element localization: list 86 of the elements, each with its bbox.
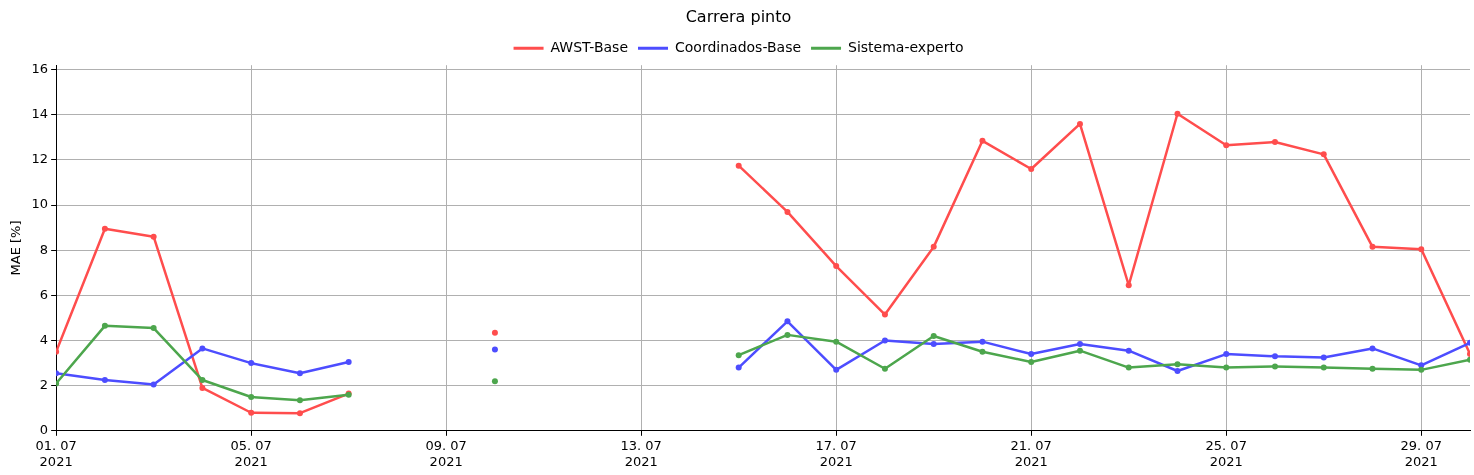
- point: [150, 381, 157, 388]
- point: [101, 322, 108, 329]
- point: [1418, 362, 1425, 369]
- point: [1223, 351, 1230, 358]
- point: [199, 384, 206, 391]
- point: [345, 358, 352, 365]
- point: [491, 378, 498, 385]
- point: [101, 377, 108, 384]
- point: [1418, 246, 1425, 253]
- point: [735, 162, 742, 169]
- point: [979, 338, 986, 345]
- point: [1125, 364, 1132, 371]
- legend-label: AWST-Base: [550, 38, 629, 55]
- y-tick-label: 12: [31, 151, 49, 167]
- point: [296, 410, 303, 417]
- point: [1369, 365, 1376, 372]
- point: [930, 340, 937, 347]
- x-tick-label: 21. 07 2021: [1010, 437, 1052, 469]
- y-tick-label: 4: [39, 331, 49, 347]
- point: [1028, 351, 1035, 358]
- point: [1125, 282, 1132, 289]
- point: [735, 364, 742, 371]
- point: [833, 366, 840, 373]
- point: [930, 333, 937, 340]
- point: [296, 397, 303, 404]
- point: [881, 311, 888, 318]
- point: [199, 345, 206, 352]
- point: [248, 393, 255, 400]
- legend-label: Sistema-experto: [848, 38, 964, 55]
- point: [1271, 353, 1278, 360]
- point: [1320, 354, 1327, 361]
- point: [1076, 340, 1083, 347]
- x-tick-label: 09. 07 2021: [425, 437, 467, 469]
- point: [881, 337, 888, 344]
- y-tick-label: 10: [31, 196, 49, 212]
- point: [150, 325, 157, 332]
- point: [1076, 347, 1083, 354]
- point: [1271, 138, 1278, 145]
- point: [248, 360, 255, 367]
- point: [1223, 364, 1230, 371]
- point: [1174, 110, 1181, 117]
- point: [1076, 120, 1083, 127]
- point: [784, 318, 791, 325]
- point: [784, 208, 791, 215]
- point: [833, 338, 840, 345]
- chart-title: Carrera pinto: [685, 6, 792, 26]
- point: [881, 365, 888, 372]
- y-axis-title: MAE [%]: [8, 220, 24, 276]
- point: [1320, 151, 1327, 158]
- point: [1174, 368, 1181, 374]
- y-tick-label: 0: [39, 422, 49, 438]
- point: [1320, 364, 1327, 371]
- y-tick-label: 2: [39, 377, 49, 393]
- point: [930, 243, 937, 250]
- point: [1028, 358, 1035, 365]
- point: [491, 329, 498, 336]
- point: [248, 409, 255, 416]
- point: [1418, 366, 1425, 373]
- x-tick-label: 29. 07 2021: [1400, 437, 1442, 469]
- point: [979, 137, 986, 144]
- point: [150, 233, 157, 240]
- point: [833, 263, 840, 270]
- point: [1174, 361, 1181, 368]
- point: [784, 331, 791, 338]
- legend-label: Coordinados-Base: [675, 38, 802, 55]
- y-tick-label: 16: [31, 61, 49, 77]
- point: [1369, 345, 1376, 352]
- x-tick-label: 05. 07 2021: [230, 437, 272, 469]
- point: [735, 352, 742, 359]
- x-tick-label: 17. 07 2021: [815, 437, 857, 469]
- point: [1369, 243, 1376, 250]
- point: [979, 348, 986, 355]
- point: [1271, 363, 1278, 370]
- x-tick-label: 01. 07 2021: [35, 437, 77, 469]
- point: [491, 346, 498, 353]
- x-tick-label: 13. 07 2021: [620, 437, 662, 469]
- point: [199, 377, 206, 384]
- y-tick-label: 6: [39, 286, 49, 302]
- point: [101, 225, 108, 232]
- point: [296, 370, 303, 377]
- point: [1028, 166, 1035, 173]
- point: [1125, 347, 1132, 354]
- x-tick-label: 25. 07 2021: [1205, 437, 1247, 469]
- y-tick-label: 14: [31, 106, 49, 122]
- y-tick-label: 8: [39, 241, 49, 257]
- point: [1223, 142, 1230, 149]
